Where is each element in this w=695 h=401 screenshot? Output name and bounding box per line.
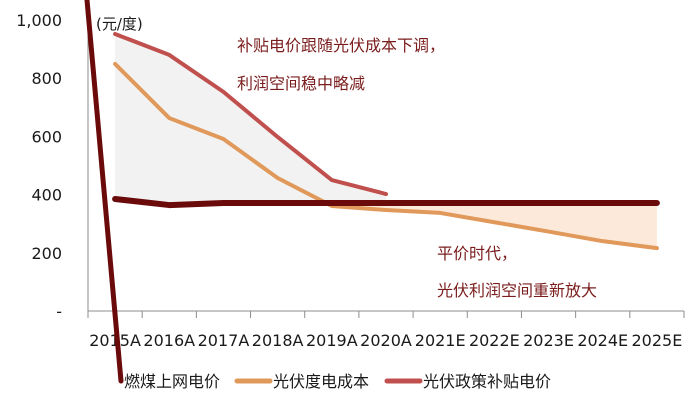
annotation-parity-line1: 平价时代， [437,244,517,263]
profit-area-parity-era [331,203,657,249]
x-axis-labels: 2015A2016A2017A2018A2019A2020A2021E2022E… [89,331,682,350]
x-tick-label: 2017A [198,331,250,350]
legend-label-coal: 燃煤上网电价 [124,372,220,391]
x-tick-label: 2019A [306,331,358,350]
unit-label: (元/度) [96,15,143,33]
y-tick-label: - [56,302,62,321]
y-tick-label: 1,000 [16,11,62,30]
y-tick-label: 600 [31,127,62,146]
legend: 燃煤上网电价 光伏度电成本 光伏政策补贴电价 [84,0,551,391]
x-tick-label: 2024E [577,331,628,350]
x-axis-ticks [87,311,685,318]
series-coal-price-line [112,195,660,209]
annotation-parity-line2: 光伏利润空间重新放大 [437,281,597,300]
y-tick-label: 800 [31,69,62,88]
x-tick-label: 2020A [360,331,412,350]
y-tick-label: 200 [31,244,62,263]
x-tick-label: 2025E [631,331,682,350]
x-tick-label: 2023E [523,331,574,350]
annotation-subsidy-line1: 补贴电价跟随光伏成本下调， [237,36,445,55]
profit-area-subsidy-era [115,33,386,211]
x-tick-label: 2018A [252,331,304,350]
series-pv-cost-line [113,61,659,251]
legend-label-pv-subsidy: 光伏政策补贴电价 [423,372,551,391]
x-tick-label: 2021E [415,331,466,350]
y-axis-labels: - 200 400 600 800 1,000 [16,11,62,321]
legend-swatch-coal [84,0,124,384]
x-tick-label: 2016A [143,331,195,350]
series-pv-subsidy-line [113,31,388,197]
annotation-subsidy-line2: 利润空间稳中略减 [237,74,365,93]
legend-label-pv-cost: 光伏度电成本 [273,372,369,391]
x-tick-label: 2022E [469,331,520,350]
y-tick-label: 400 [31,186,62,205]
